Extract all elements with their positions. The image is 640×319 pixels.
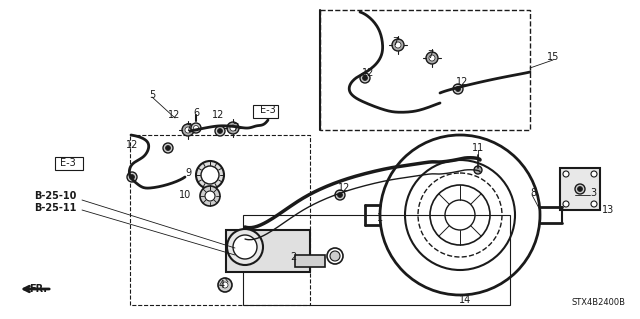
- Circle shape: [426, 52, 438, 64]
- Circle shape: [182, 124, 194, 136]
- Text: B-25-11: B-25-11: [34, 203, 76, 213]
- Circle shape: [575, 184, 585, 194]
- Text: 7: 7: [185, 123, 191, 133]
- Text: 9: 9: [185, 168, 191, 178]
- Circle shape: [227, 229, 263, 265]
- Circle shape: [429, 55, 435, 61]
- Text: 12: 12: [168, 110, 180, 120]
- Text: 2: 2: [290, 252, 296, 262]
- Text: 15: 15: [547, 52, 559, 62]
- Circle shape: [395, 42, 401, 48]
- Text: 12: 12: [212, 110, 224, 120]
- Circle shape: [200, 186, 220, 206]
- Circle shape: [577, 187, 582, 191]
- Circle shape: [129, 174, 134, 180]
- Circle shape: [337, 192, 342, 197]
- Text: E-3: E-3: [260, 105, 276, 115]
- Text: 4: 4: [219, 280, 225, 290]
- Circle shape: [185, 127, 191, 133]
- Circle shape: [360, 73, 370, 83]
- Circle shape: [191, 123, 201, 133]
- Circle shape: [474, 166, 482, 174]
- Text: 1: 1: [377, 213, 383, 223]
- Circle shape: [196, 161, 224, 189]
- Circle shape: [563, 171, 569, 177]
- Text: 12: 12: [456, 77, 468, 87]
- Text: FR.: FR.: [29, 284, 47, 294]
- Circle shape: [392, 39, 404, 51]
- Text: 12: 12: [126, 140, 138, 150]
- Circle shape: [218, 129, 223, 133]
- Text: 10: 10: [179, 190, 191, 200]
- Circle shape: [591, 201, 597, 207]
- Circle shape: [222, 282, 228, 288]
- Bar: [560, 168, 600, 210]
- Circle shape: [362, 76, 367, 80]
- Text: 7: 7: [232, 123, 238, 133]
- Bar: [243, 215, 510, 305]
- Circle shape: [215, 126, 225, 136]
- Circle shape: [563, 201, 569, 207]
- Text: 6: 6: [193, 108, 199, 118]
- Circle shape: [163, 143, 173, 153]
- Circle shape: [127, 172, 137, 182]
- Circle shape: [193, 125, 198, 130]
- Circle shape: [456, 86, 461, 92]
- Bar: [130, 135, 310, 305]
- Circle shape: [218, 278, 232, 292]
- Text: STX4B2400B: STX4B2400B: [571, 298, 625, 307]
- Circle shape: [227, 122, 239, 134]
- Bar: [253, 105, 278, 118]
- Circle shape: [201, 166, 219, 184]
- Circle shape: [166, 145, 170, 151]
- Bar: [295, 255, 325, 267]
- Text: 12: 12: [338, 183, 350, 193]
- Text: 3: 3: [590, 188, 596, 198]
- Text: E-3: E-3: [60, 158, 76, 168]
- Circle shape: [591, 171, 597, 177]
- Circle shape: [330, 251, 340, 261]
- Circle shape: [205, 191, 215, 201]
- Text: 5: 5: [149, 90, 155, 100]
- Circle shape: [453, 84, 463, 94]
- Text: 8: 8: [530, 188, 536, 198]
- Bar: [226, 230, 310, 272]
- Circle shape: [230, 125, 236, 131]
- Circle shape: [233, 235, 257, 259]
- Bar: [320, 10, 530, 130]
- Bar: [55, 157, 83, 170]
- Text: 13: 13: [602, 205, 614, 215]
- Text: 7: 7: [427, 50, 433, 60]
- Circle shape: [335, 190, 345, 200]
- Text: B-25-10: B-25-10: [34, 191, 76, 201]
- Text: 12: 12: [362, 68, 374, 78]
- Text: 14: 14: [459, 295, 471, 305]
- Text: 11: 11: [472, 143, 484, 153]
- Text: 7: 7: [392, 37, 398, 47]
